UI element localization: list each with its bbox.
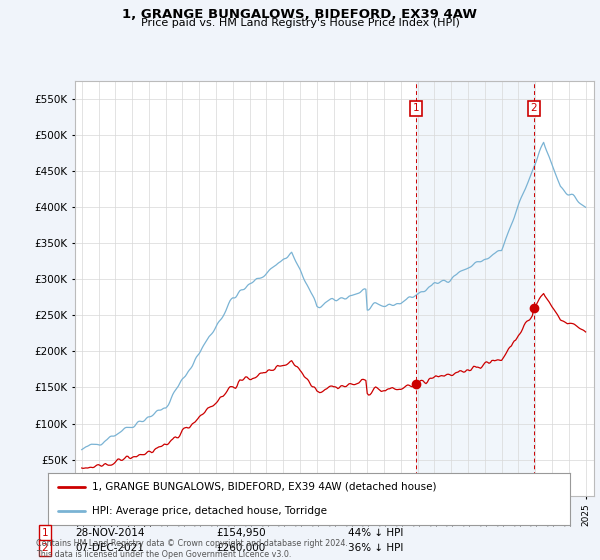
Text: 2: 2 <box>41 543 49 553</box>
Text: 1, GRANGE BUNGALOWS, BIDEFORD, EX39 4AW (detached house): 1, GRANGE BUNGALOWS, BIDEFORD, EX39 4AW … <box>92 482 437 492</box>
Text: £154,950: £154,950 <box>216 528 266 538</box>
Text: 2: 2 <box>531 103 538 113</box>
Text: 1, GRANGE BUNGALOWS, BIDEFORD, EX39 4AW: 1, GRANGE BUNGALOWS, BIDEFORD, EX39 4AW <box>122 8 478 21</box>
Text: £260,000: £260,000 <box>216 543 265 553</box>
Text: 1: 1 <box>41 528 49 538</box>
Text: 44% ↓ HPI: 44% ↓ HPI <box>348 528 403 538</box>
Text: 36% ↓ HPI: 36% ↓ HPI <box>348 543 403 553</box>
Text: 1: 1 <box>413 103 419 113</box>
Text: Price paid vs. HM Land Registry's House Price Index (HPI): Price paid vs. HM Land Registry's House … <box>140 18 460 29</box>
Text: 07-DEC-2021: 07-DEC-2021 <box>75 543 144 553</box>
Text: Contains HM Land Registry data © Crown copyright and database right 2024.
This d: Contains HM Land Registry data © Crown c… <box>36 539 348 559</box>
Text: 28-NOV-2014: 28-NOV-2014 <box>75 528 145 538</box>
Bar <box>416 81 534 496</box>
Text: HPI: Average price, detached house, Torridge: HPI: Average price, detached house, Torr… <box>92 506 328 516</box>
